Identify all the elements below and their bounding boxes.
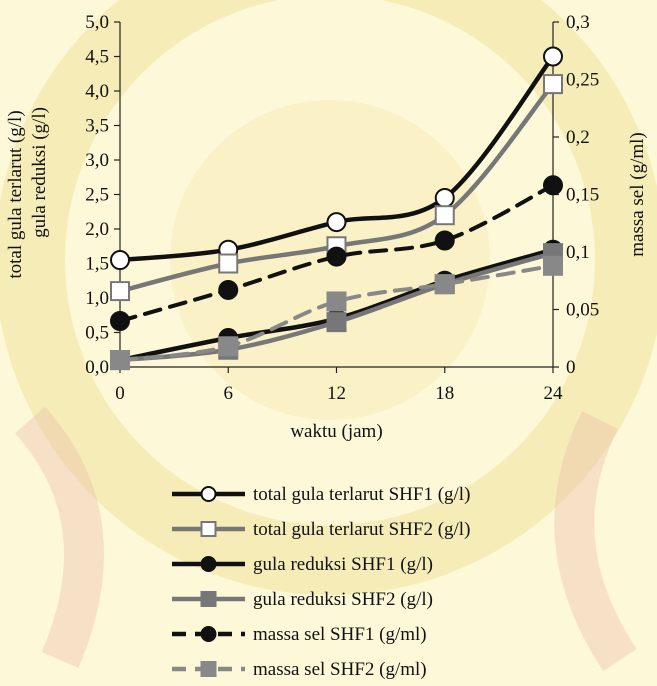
left-y-tick-label: 1,0 bbox=[85, 288, 109, 309]
legend-label: gula reduksi SHF2 (g/l) bbox=[253, 589, 433, 610]
left-y-tick-label: 4,5 bbox=[85, 47, 109, 68]
data-point bbox=[543, 255, 563, 276]
data-point bbox=[434, 274, 455, 295]
legend-swatch-marker bbox=[200, 486, 217, 502]
series-1 bbox=[110, 46, 563, 271]
legend-swatch-marker bbox=[200, 591, 217, 607]
data-point bbox=[434, 230, 455, 251]
x-tick-label: 6 bbox=[224, 383, 234, 404]
left-y-tick-label: 0,5 bbox=[85, 323, 109, 344]
data-point bbox=[434, 187, 455, 208]
legend-item: gula reduksi SHF1 (g/l) bbox=[172, 554, 433, 575]
x-tick-label: 12 bbox=[327, 383, 346, 404]
legend-swatch-marker bbox=[200, 521, 217, 537]
data-point bbox=[110, 250, 130, 271]
right-y-tick-label: 0,1 bbox=[566, 242, 590, 263]
right-y-tick-label: 0,25 bbox=[566, 70, 599, 91]
data-point bbox=[434, 205, 455, 226]
left-y-tick-label: 0,0 bbox=[85, 357, 109, 378]
left-y-axis-title-1: total gula terlarut (g/l) bbox=[5, 110, 26, 278]
legend-item: massa sel SHF1 (g/ml) bbox=[172, 624, 427, 645]
data-point bbox=[218, 279, 239, 300]
data-point bbox=[110, 311, 130, 331]
data-point bbox=[110, 350, 130, 371]
series-5 bbox=[110, 175, 563, 331]
left-y-tick-label: 3,5 bbox=[85, 116, 109, 137]
right-y-tick-label: 0,2 bbox=[566, 127, 590, 148]
series-6 bbox=[110, 255, 563, 371]
right-y-axis-title: massa sel (g/ml) bbox=[627, 132, 648, 257]
data-point bbox=[218, 253, 239, 274]
right-y-tick-label: 0,05 bbox=[566, 300, 599, 321]
left-y-tick-label: 3,0 bbox=[85, 150, 109, 171]
left-y-tick-label: 2,0 bbox=[85, 219, 109, 240]
legend-item: massa sel SHF2 (g/ml) bbox=[172, 659, 427, 680]
x-axis-title: waktu (jam) bbox=[290, 421, 382, 442]
left-y-axis-title-2: gula reduksi (g/l) bbox=[29, 107, 50, 238]
legend-swatch-marker bbox=[200, 626, 217, 642]
left-y-tick-labels: 0,0 0,5 1,0 1,5 2,0 2,5 3,0 3,5 4,0 4,5 5,0 bbox=[85, 12, 120, 378]
x-tick-label: 18 bbox=[435, 383, 454, 404]
legend-item: gula reduksi SHF2 (g/l) bbox=[172, 589, 433, 610]
left-y-tick-label: 1,5 bbox=[85, 254, 109, 275]
data-point bbox=[326, 246, 347, 267]
right-y-tick-labels: 0 0,05 0,1 0,15 0,2 0,25 0,3 bbox=[553, 12, 599, 378]
left-y-tick-label: 4,0 bbox=[85, 81, 109, 102]
legend-item: total gula terlarut SHF2 (g/l) bbox=[172, 519, 470, 540]
legend-label: total gula terlarut SHF2 (g/l) bbox=[253, 519, 470, 540]
legend-label: massa sel SHF1 (g/ml) bbox=[253, 624, 427, 645]
data-point bbox=[326, 312, 347, 333]
data-point bbox=[543, 46, 563, 67]
x-tick-label: 0 bbox=[115, 383, 125, 404]
series-line bbox=[118, 263, 555, 363]
left-y-tick-label: 5,0 bbox=[85, 12, 109, 33]
right-y-tick-label: 0,3 bbox=[566, 12, 590, 33]
data-point bbox=[218, 336, 239, 357]
right-y-tick-label: 0,15 bbox=[566, 185, 599, 206]
chart-legend: total gula terlarut SHF1 (g/l) total gula… bbox=[172, 484, 470, 680]
right-y-tick-label: 0 bbox=[566, 357, 576, 378]
left-y-tick-label: 2,5 bbox=[85, 185, 109, 206]
data-point bbox=[110, 281, 130, 302]
x-tick-label: 24 bbox=[544, 383, 564, 404]
data-point bbox=[326, 291, 347, 312]
series-lines bbox=[110, 46, 563, 371]
legend-swatch-marker bbox=[200, 661, 217, 677]
legend-item: total gula terlarut SHF1 (g/l) bbox=[172, 484, 470, 505]
legend-label: gula reduksi SHF1 (g/l) bbox=[253, 554, 433, 575]
data-point bbox=[543, 175, 563, 196]
x-tick-labels: 0 6 12 18 24 bbox=[115, 367, 563, 404]
data-point bbox=[543, 74, 563, 95]
legend-swatch-marker bbox=[200, 556, 217, 572]
data-point bbox=[326, 212, 347, 233]
legend-label: massa sel SHF2 (g/ml) bbox=[253, 659, 427, 680]
legend-label: total gula terlarut SHF1 (g/l) bbox=[253, 484, 470, 505]
